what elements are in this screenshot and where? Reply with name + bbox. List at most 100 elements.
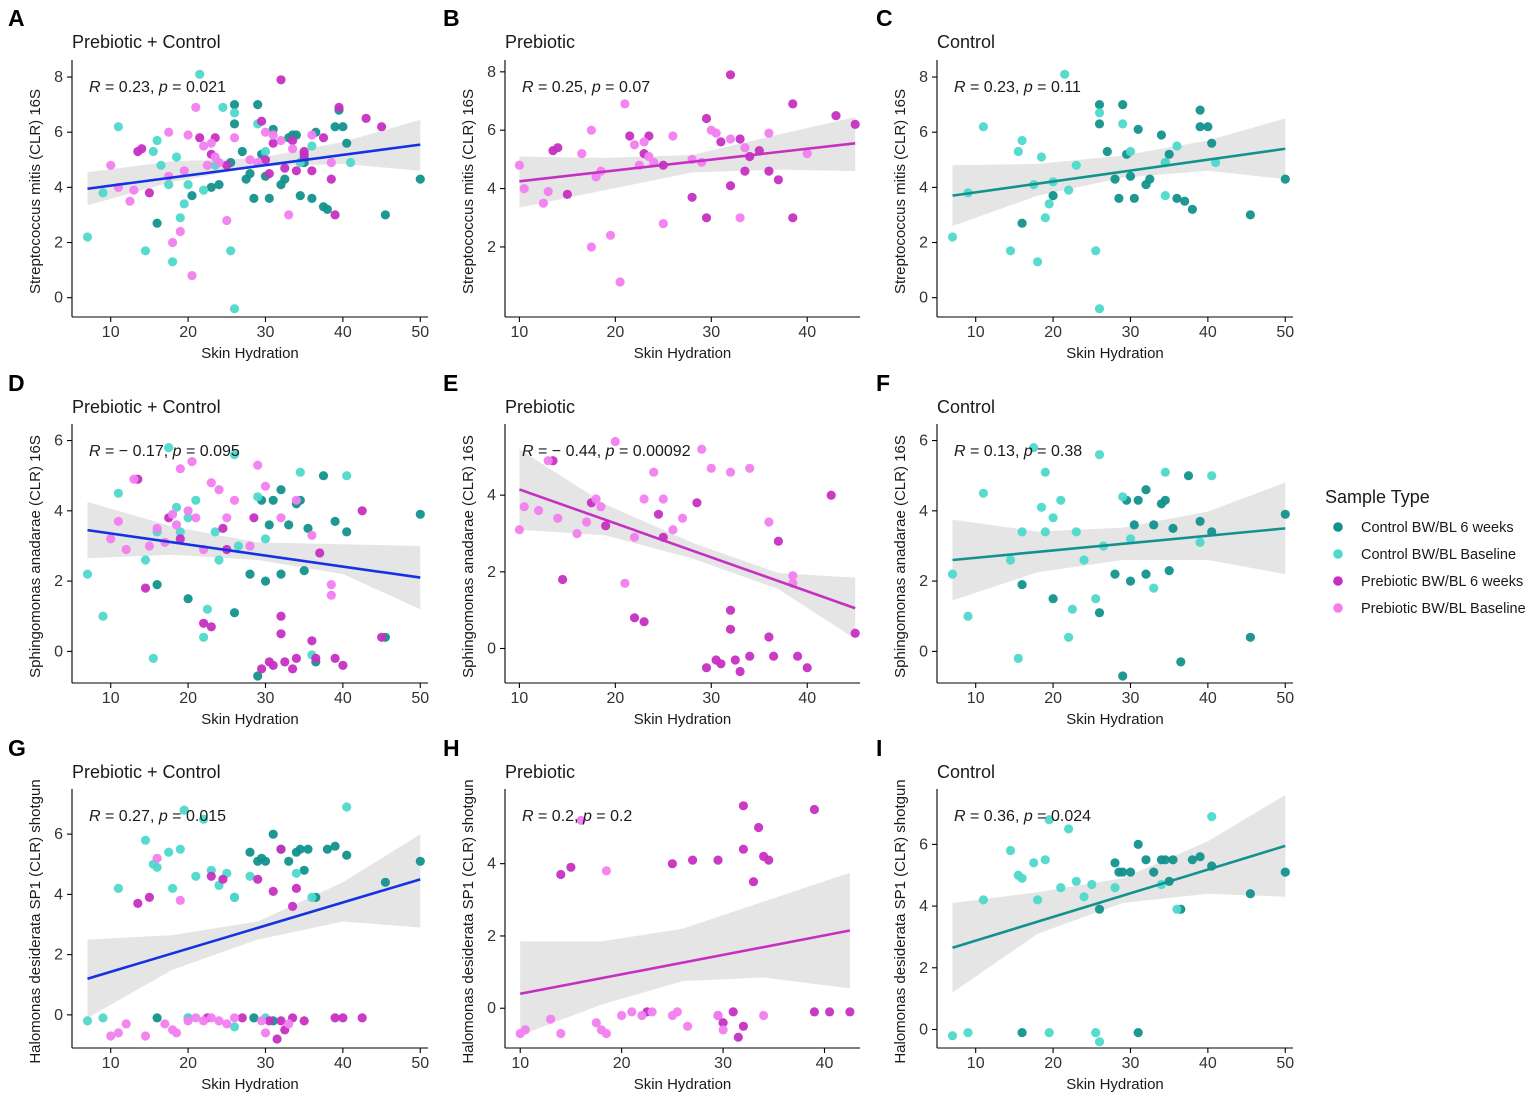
data-point	[199, 1016, 209, 1026]
y-tick-label: 2	[487, 564, 496, 581]
data-point	[195, 69, 205, 79]
y-tick-label: 2	[54, 573, 63, 590]
data-point	[639, 494, 649, 504]
data-point	[106, 1031, 116, 1041]
legend: Sample Type Control BW/BL 6 weeksControl…	[1325, 487, 1526, 617]
correlation-annotation: R = − 0.44, p = 0.00092	[522, 443, 691, 460]
data-point	[307, 130, 317, 140]
data-point	[276, 135, 286, 146]
data-point	[152, 135, 162, 146]
data-point	[701, 213, 712, 223]
data-point	[1110, 858, 1120, 868]
data-point	[183, 1016, 193, 1026]
data-point	[596, 502, 606, 512]
data-point	[1013, 146, 1023, 157]
confidence-band	[952, 482, 1286, 601]
regression-line	[952, 844, 1286, 949]
x-axis-title: Skin Hydration	[1066, 711, 1164, 728]
data-point	[1141, 855, 1151, 865]
data-point	[672, 1007, 683, 1017]
data-point	[113, 516, 123, 527]
x-axis-title: Skin Hydration	[634, 711, 732, 728]
data-point	[629, 613, 640, 623]
data-point	[291, 883, 301, 894]
data-point	[202, 160, 212, 170]
data-point	[229, 495, 240, 505]
x-axis-title: Skin Hydration	[634, 1076, 732, 1093]
data-point	[276, 629, 286, 639]
series-control-bw-bl-6-weeks	[1017, 471, 1290, 681]
data-point	[199, 141, 209, 151]
y-tick-label: 2	[54, 947, 63, 964]
x-axis-title: Skin Hydration	[1066, 1076, 1164, 1093]
data-point	[175, 213, 185, 223]
data-point	[1149, 583, 1159, 593]
data-point	[260, 534, 271, 544]
data-point	[769, 651, 779, 661]
regression-line	[519, 142, 856, 183]
panel-letter: A	[8, 5, 25, 31]
data-point	[276, 569, 286, 579]
data-point	[586, 242, 597, 252]
x-tick-label: 20	[613, 1055, 631, 1072]
data-point	[725, 70, 736, 80]
data-point	[164, 180, 174, 190]
x-axis-title: Skin Hydration	[634, 345, 732, 362]
y-tick-label: 4	[919, 179, 928, 196]
x-tick-label: 30	[1122, 690, 1140, 707]
data-point	[1172, 904, 1182, 914]
data-point	[199, 618, 209, 628]
data-point	[268, 130, 278, 140]
data-point	[121, 544, 131, 555]
data-point	[206, 138, 216, 148]
data-point	[725, 467, 736, 477]
data-point	[793, 651, 803, 661]
data-point	[229, 450, 240, 460]
x-tick-label: 30	[1122, 1055, 1140, 1072]
x-tick-label: 30	[702, 324, 720, 341]
data-point	[978, 122, 989, 132]
x-tick-label: 30	[257, 690, 275, 707]
data-point	[342, 850, 352, 860]
data-point	[152, 1013, 162, 1023]
data-point	[342, 802, 352, 812]
data-point	[514, 525, 525, 535]
data-point	[1060, 69, 1070, 79]
data-point	[520, 1025, 530, 1035]
legend-entry: Control BW/BL 6 weeks	[1333, 520, 1514, 536]
data-point	[361, 113, 371, 123]
data-point	[649, 467, 659, 477]
legend-entry: Control BW/BL Baseline	[1333, 547, 1516, 563]
y-tick-label: 0	[919, 290, 928, 307]
data-point	[1005, 555, 1016, 565]
data-point	[342, 527, 352, 537]
regression-line	[87, 528, 421, 579]
data-point	[1094, 108, 1105, 118]
data-point	[268, 886, 278, 897]
series-control-bw-bl-baseline	[947, 443, 1217, 664]
data-point	[1168, 855, 1178, 865]
data-point	[802, 149, 812, 159]
data-point	[152, 853, 162, 863]
y-axis-title: Streptococcus mitis (CLR) 16S	[27, 89, 44, 294]
data-point	[245, 569, 255, 579]
confidence-band	[519, 449, 856, 639]
data-point	[168, 237, 178, 248]
data-point	[346, 157, 356, 168]
data-point	[1091, 246, 1101, 256]
confidence-band	[520, 872, 850, 1036]
data-point	[1017, 580, 1027, 590]
data-point	[195, 133, 205, 143]
data-point	[171, 1028, 182, 1038]
data-point	[637, 1010, 647, 1021]
data-point	[1141, 485, 1151, 495]
data-point	[572, 528, 582, 539]
data-point	[253, 100, 263, 110]
data-point	[1110, 883, 1120, 893]
x-axis-title: Skin Hydration	[201, 1076, 299, 1093]
data-point	[175, 534, 185, 544]
data-point	[183, 506, 193, 516]
data-point	[1187, 855, 1197, 865]
data-point	[140, 246, 151, 256]
x-tick-label: 40	[798, 690, 816, 707]
